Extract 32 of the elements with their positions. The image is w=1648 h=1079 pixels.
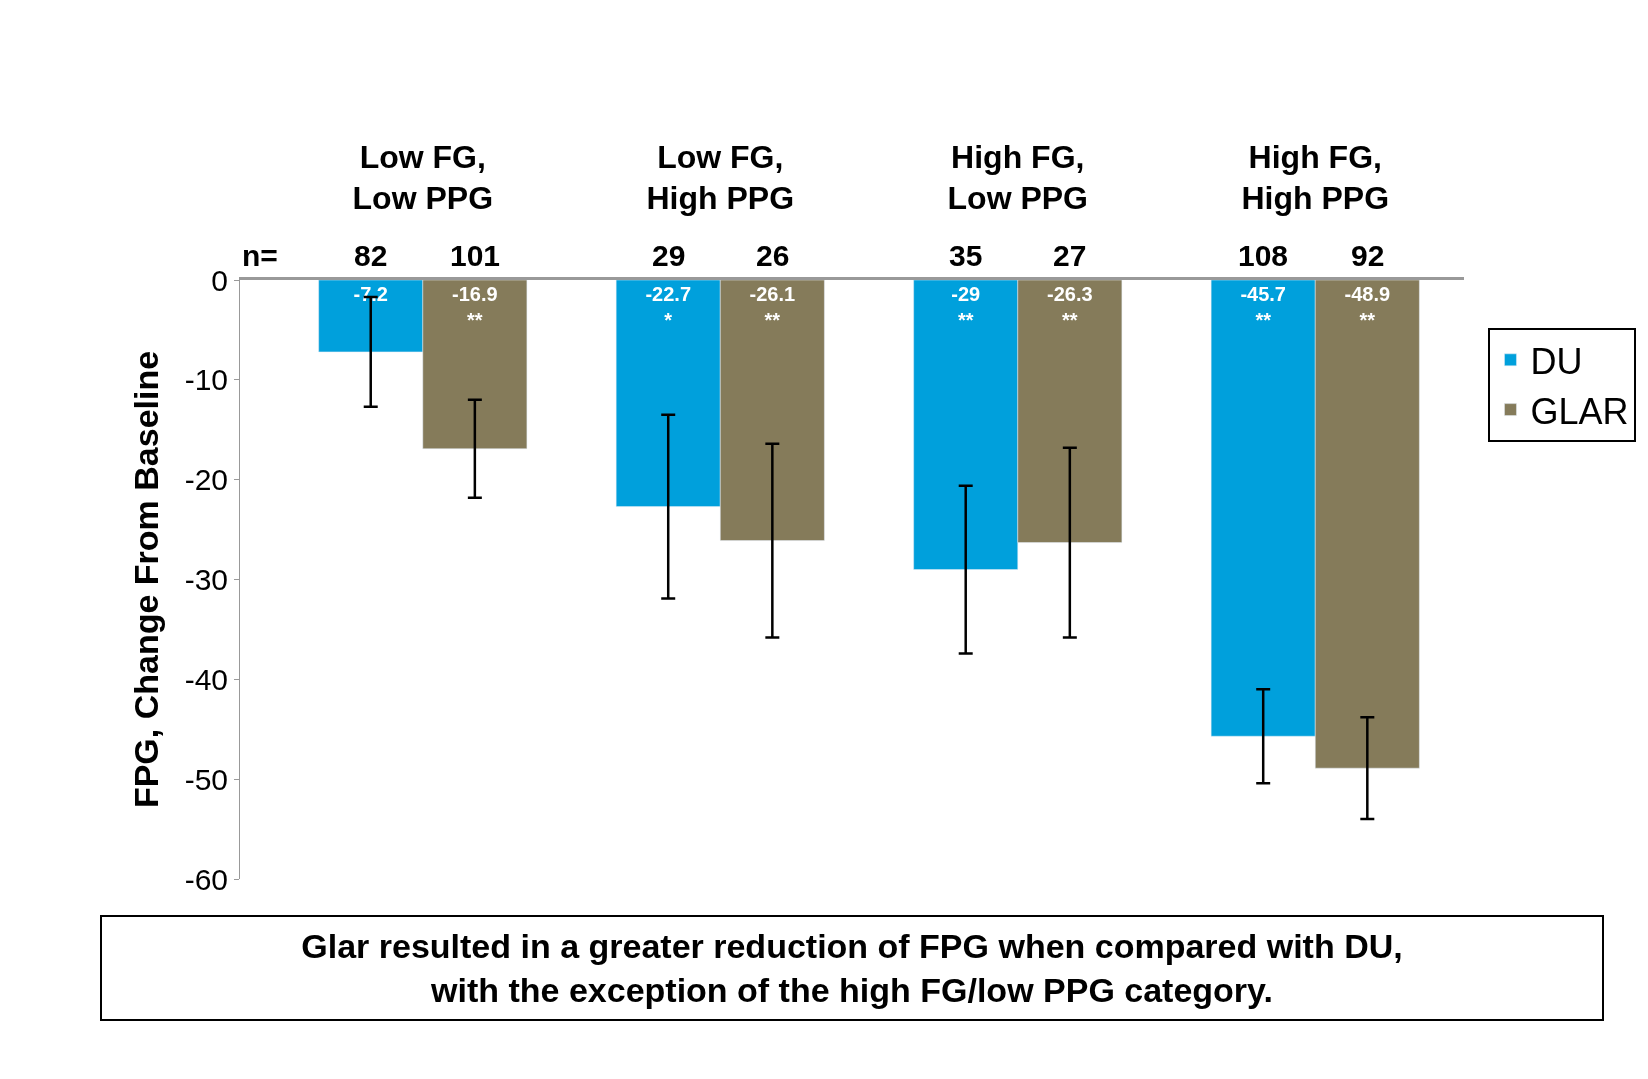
data-label: -29 ** [951,283,981,331]
legend-label: GLAR [1530,390,1629,432]
legend-label: DU [1530,340,1583,382]
data-label: -48.9 ** [1344,283,1391,331]
text: 27 [1053,239,1087,272]
text: 82 [354,239,388,272]
y-axis-title: FPG, Change From Baseline [127,350,166,809]
data-label: -45.7 ** [1240,283,1286,331]
x-tick-label: Low FG, High PPG [646,138,795,217]
data-label: -26.1 ** [749,283,796,331]
y-tick-label: -60 [184,862,228,896]
text: 108 [1238,239,1289,272]
y-tick-label: 0 [211,263,228,297]
data-label: -16.9 ** [452,283,498,331]
data-label: -22.7 * [645,283,692,331]
text: 26 [756,239,790,272]
y-tick-label: -30 [184,563,228,596]
text: 29 [652,239,686,272]
text: 35 [949,239,983,272]
x-tick-label: Low FG, Low PPG [352,138,494,217]
y-tick-label: -40 [184,662,228,696]
data-label: -7.2 [353,283,388,305]
text: Glar resulted in a greater reduction of FPG when compared with DU, with the exception of the high FG/low PPG category. [301,927,1403,1010]
text: 101 [450,239,501,272]
text: n= [242,239,278,272]
y-tick-label: -10 [184,363,228,397]
text: 92 [1351,239,1385,272]
x-tick-label: High FG, Low PPG [947,138,1088,217]
x-tick-label: High FG, High PPG [1241,138,1390,217]
y-tick-label: -20 [184,463,228,497]
data-label: -26.3 ** [1047,283,1093,331]
y-tick-label: -50 [184,762,228,796]
